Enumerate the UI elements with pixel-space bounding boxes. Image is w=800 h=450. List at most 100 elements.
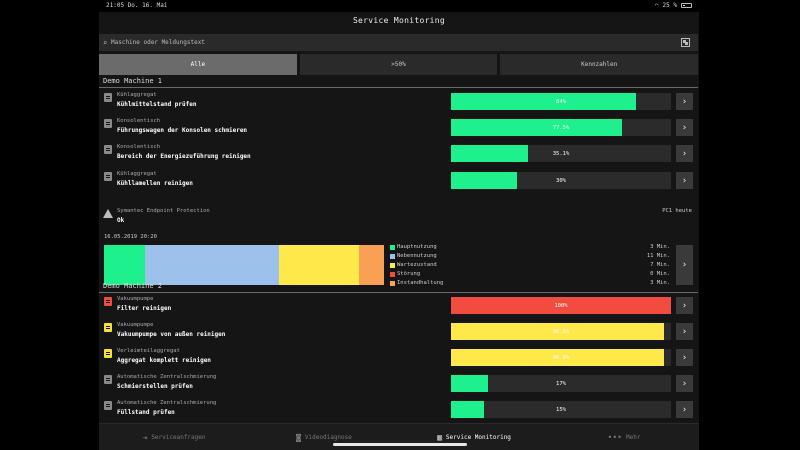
progress-fill bbox=[451, 145, 529, 162]
task-details-button[interactable]: › bbox=[676, 172, 693, 189]
progress-label: 15% bbox=[556, 406, 566, 413]
task-row[interactable]: Automatische Zentralschmierung Füllstand … bbox=[99, 398, 698, 420]
progress-bar: 15% bbox=[451, 401, 671, 418]
camera-icon: ◙ bbox=[296, 432, 301, 442]
legend-value: 3 Min. bbox=[650, 244, 670, 250]
clipboard-icon bbox=[104, 375, 112, 384]
task-details-button[interactable]: › bbox=[676, 401, 693, 418]
progress-bar: 30% bbox=[451, 172, 671, 189]
task-description: Füllstand prüfen bbox=[117, 409, 175, 416]
progress-label: 77.5% bbox=[552, 124, 570, 131]
task-row[interactable]: Vakuumpumpe Vakuumpumpe von außen reinige… bbox=[99, 320, 698, 342]
divider bbox=[99, 292, 698, 293]
home-indicator bbox=[333, 443, 467, 446]
task-category: Vakuumpumpe bbox=[117, 296, 154, 302]
legend-item: Störung 0 Min. bbox=[390, 271, 670, 280]
task-description: Führungswagen der Konsolen schmieren bbox=[117, 127, 248, 134]
progress-bar: 77.5% bbox=[451, 119, 671, 136]
progress-bar: 96.6% bbox=[451, 323, 671, 340]
task-category: Konsolentisch bbox=[117, 144, 161, 150]
progress-fill bbox=[451, 323, 664, 340]
task-description: Kühllamellen reinigen bbox=[117, 180, 193, 187]
timeline-segment bbox=[104, 245, 145, 285]
tab-alle[interactable]: Alle bbox=[99, 54, 297, 75]
clipboard-icon bbox=[104, 401, 112, 410]
task-details-button[interactable]: › bbox=[676, 349, 693, 366]
nav-item-service-monitoring[interactable]: ▥ Service Monitoring bbox=[399, 424, 549, 450]
task-category: Automatische Zentralschmierung bbox=[117, 374, 217, 380]
chart-icon: ▥ bbox=[437, 432, 442, 442]
nav-label: Serviceanfragen bbox=[151, 433, 206, 441]
task-row[interactable]: Automatische Zentralschmierung Schmierste… bbox=[99, 372, 698, 394]
filter-tabs: Alle >50% Kennzahlen bbox=[99, 54, 699, 75]
task-category: Automatische Zentralschmierung bbox=[117, 400, 217, 406]
more-icon: ••• bbox=[607, 432, 622, 442]
clipboard-icon bbox=[104, 349, 112, 358]
status-right: ◠ 25 % bbox=[655, 2, 692, 9]
task-details-button[interactable]: › bbox=[676, 375, 693, 392]
legend-label: Instandhaltung bbox=[397, 280, 444, 286]
legend-label: Nebennutzung bbox=[397, 253, 437, 259]
tab-kennzahlen[interactable]: Kennzahlen bbox=[500, 54, 699, 75]
timeline-segment bbox=[144, 245, 279, 285]
legend-label: Störung bbox=[397, 271, 421, 277]
nav-item-mehr[interactable]: ••• Mehr bbox=[549, 424, 699, 450]
legend-swatch bbox=[390, 245, 395, 250]
progress-fill bbox=[451, 119, 622, 136]
task-description: Vakuumpumpe von außen reinigen bbox=[117, 331, 226, 338]
task-category: Kühlaggregat bbox=[117, 171, 157, 177]
wifi-icon: ◠ bbox=[654, 2, 659, 9]
status-time: 21:05 Do. 16. Mai bbox=[106, 2, 168, 9]
progress-label: 96.6% bbox=[552, 354, 570, 361]
task-description: Aggregat komplett reinigen bbox=[117, 357, 211, 364]
clipboard-icon bbox=[104, 119, 112, 128]
task-details-button[interactable]: › bbox=[676, 119, 693, 136]
timeline-date: 16.05.2019 20:20 bbox=[104, 234, 157, 240]
nav-label: Service Monitoring bbox=[445, 433, 511, 441]
task-description: Schmierstellen prüfen bbox=[117, 383, 193, 390]
timeline-segment bbox=[278, 245, 359, 285]
tab-over-50[interactable]: >50% bbox=[299, 54, 498, 75]
task-details-button[interactable]: › bbox=[676, 297, 693, 314]
app-window: Service Monitoring ⌕ Maschine oder Meldu… bbox=[99, 12, 699, 450]
divider bbox=[99, 87, 698, 88]
clipboard-icon bbox=[104, 297, 112, 306]
legend-label: Hauptnutzung bbox=[397, 244, 437, 250]
task-row[interactable]: Vakuumpumpe Filter reinigen 100% › bbox=[99, 294, 698, 316]
battery-label: 25 % bbox=[662, 2, 677, 9]
legend-item: Wartezustand 7 Min. bbox=[390, 262, 670, 271]
nav-label: Mehr bbox=[626, 433, 641, 441]
task-details-button[interactable]: › bbox=[676, 145, 693, 162]
timeline-segment bbox=[358, 245, 384, 285]
task-row[interactable]: Konsolentisch Führungswagen der Konsolen … bbox=[99, 116, 698, 138]
task-row[interactable]: Konsolentisch Bereich der Energiezuführun… bbox=[99, 142, 698, 164]
task-row[interactable]: Kühlaggregat Kühllamellen reinigen 30% › bbox=[99, 169, 698, 191]
clipboard-icon bbox=[104, 145, 112, 154]
progress-bar: 84% bbox=[451, 93, 671, 110]
progress-fill bbox=[451, 93, 636, 110]
warning-category: Symantec Endpoint Protection bbox=[117, 208, 210, 214]
inbox-icon: ⇥ bbox=[142, 432, 148, 442]
legend-swatch bbox=[390, 254, 395, 259]
progress-bar: 35.1% bbox=[451, 145, 671, 162]
legend-item: Hauptnutzung 3 Min. bbox=[390, 244, 670, 253]
progress-label: 84% bbox=[556, 98, 566, 105]
timeline-legend: Hauptnutzung 3 Min. Nebennutzung 11 Min. War… bbox=[390, 244, 670, 289]
machine-2-header: Demo Machine 2 bbox=[103, 282, 163, 290]
task-details-button[interactable]: › bbox=[676, 93, 693, 110]
search-bar[interactable]: ⌕ Maschine oder Meldungstext bbox=[99, 34, 698, 51]
task-row[interactable]: Kühlaggregat Kühlmittelstand prüfen 84% › bbox=[99, 90, 698, 112]
progress-bar: 100% bbox=[451, 297, 671, 314]
progress-label: 100% bbox=[554, 302, 568, 309]
nav-item-videodiagnose[interactable]: ◙ Videodiagnose bbox=[249, 424, 399, 450]
timeline-details-button[interactable]: › bbox=[676, 245, 693, 285]
task-details-button[interactable]: › bbox=[676, 323, 693, 340]
progress-label: 35.1% bbox=[552, 150, 570, 157]
progress-fill bbox=[451, 349, 664, 366]
qr-scan-icon[interactable] bbox=[681, 38, 690, 47]
warning-source: PC1 heute bbox=[662, 208, 692, 214]
search-input[interactable]: Maschine oder Meldungstext bbox=[111, 39, 205, 46]
legend-item: Nebennutzung 11 Min. bbox=[390, 253, 670, 262]
nav-item-serviceanfragen[interactable]: ⇥ Serviceanfragen bbox=[99, 424, 249, 450]
task-row[interactable]: Verleimteilaggregat Aggregat komplett rei… bbox=[99, 346, 698, 368]
